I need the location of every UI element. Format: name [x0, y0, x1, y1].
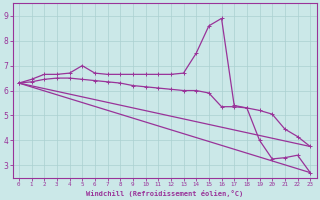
X-axis label: Windchill (Refroidissement éolien,°C): Windchill (Refroidissement éolien,°C) — [86, 190, 243, 197]
